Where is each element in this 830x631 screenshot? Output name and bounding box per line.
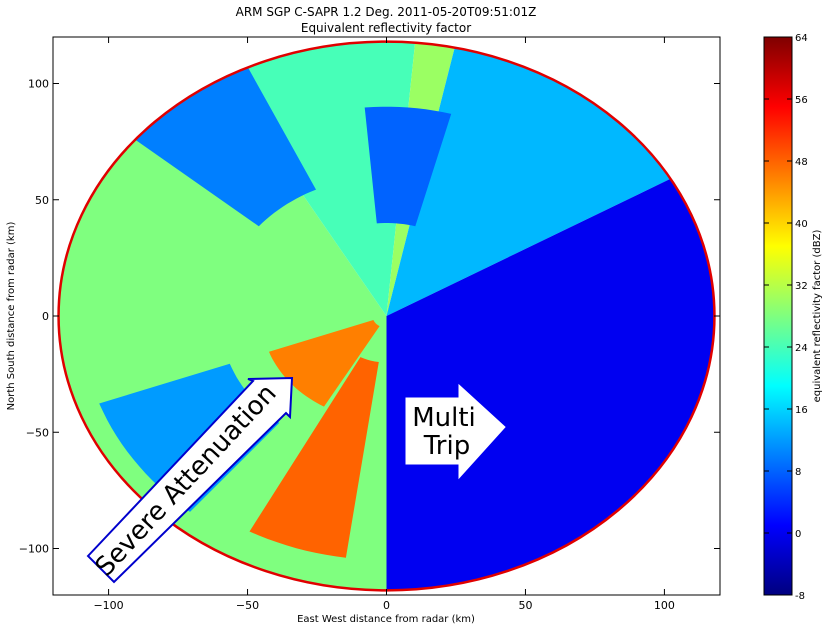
y-tick-label: 100 [28,78,49,91]
region-north-blue-patch [364,106,452,227]
colorbar-tick-label: 64 [795,33,808,44]
colorbar-label: equivalent reflectivity factor (dBZ) [812,230,823,403]
colorbar-tick-label: 0 [795,529,801,540]
region-northeast-sector [386,47,671,316]
x-tick-label: −100 [93,599,123,612]
colorbar-tick-label: 56 [795,95,808,106]
radar-field [58,41,715,591]
attenuation-arrow [86,376,294,584]
x-tick-label: −50 [236,599,259,612]
region-storm-line-north [269,320,380,407]
colorbar-bar [763,36,793,596]
x-axis: −100 −50 0 50 100 [93,37,675,612]
region-storm-line-south [249,357,379,558]
colorbar-tick-label: 32 [795,281,808,292]
y-tick-label: 0 [42,310,49,323]
colorbar-ticks: -8 0 8 16 24 32 40 48 56 64 [764,33,808,602]
x-axis-label: East West distance from radar (km) [297,614,475,625]
colorbar: -8 0 8 16 24 32 40 48 56 64 equivalent reflectivi… [763,33,823,602]
annotation-multi-trip: Multi Trip [405,383,506,480]
y-axis: −100 −50 0 50 100 [19,78,720,556]
y-tick-label: 50 [35,194,49,207]
x-tick-label: 100 [654,599,675,612]
y-tick-label: −100 [19,543,49,556]
x-tick-label: 0 [383,599,390,612]
y-axis-label: North South distance from radar (km) [6,222,17,411]
region-northwest-blue-patch [135,67,316,227]
y-tick-label: −50 [26,426,49,439]
multi-trip-label-line1: Multi [412,403,476,433]
colorbar-tick-label: 8 [795,467,801,478]
x-tick-label: 50 [518,599,532,612]
colorbar-tick-label: 24 [795,343,808,354]
colorbar-tick-label: 40 [795,219,808,230]
multi-trip-label-line2: Trip [423,431,470,461]
colorbar-tick-label: 16 [795,405,808,416]
colorbar-tick-label: -8 [795,591,805,602]
region-east-sector [386,178,715,591]
colorbar-tick-label: 48 [795,157,808,168]
plot-area [53,37,720,595]
multi-trip-arrow [405,383,506,480]
chart-subtitle: Equivalent reflectivity factor [301,21,471,35]
chart-title: ARM SGP C-SAPR 1.2 Deg. 2011-05-20T09:51… [236,5,537,19]
